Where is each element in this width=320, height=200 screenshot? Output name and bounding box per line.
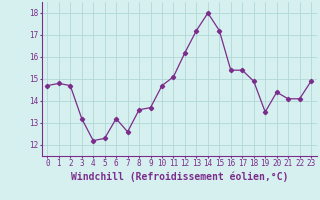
X-axis label: Windchill (Refroidissement éolien,°C): Windchill (Refroidissement éolien,°C) (70, 171, 288, 182)
